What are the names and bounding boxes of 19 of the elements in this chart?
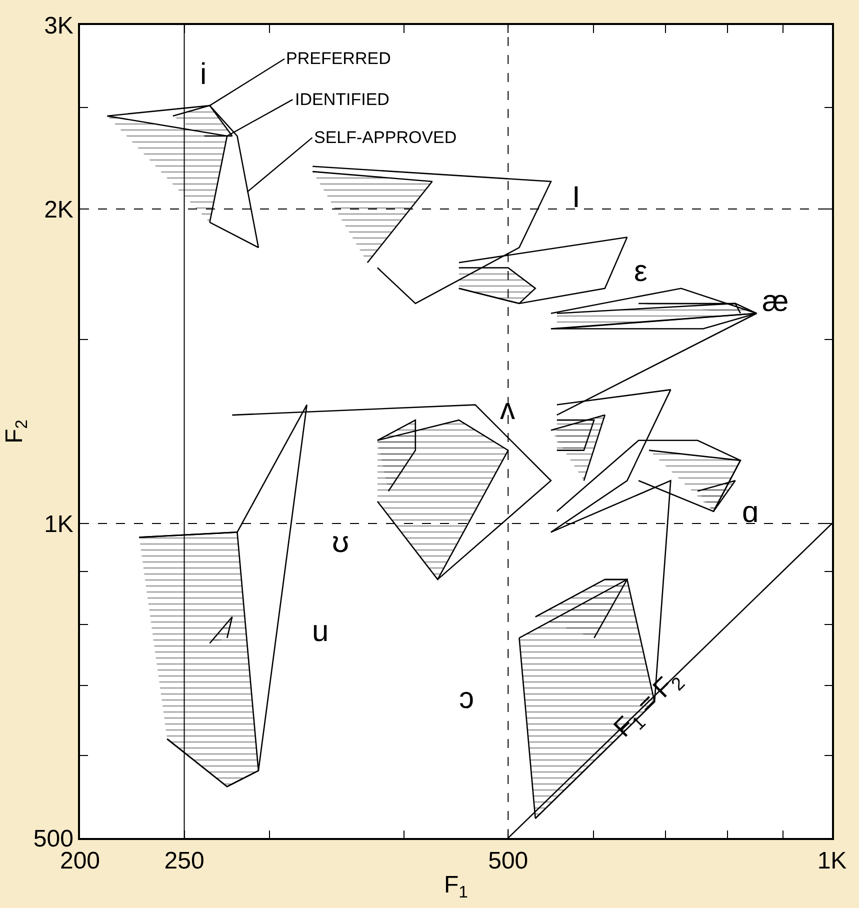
annotation: ɑ — [742, 496, 759, 529]
annotation: SELF-APPROVED — [314, 128, 457, 147]
y-tick-label: 3K — [44, 12, 74, 40]
annotation: u — [312, 615, 329, 648]
y-tick-label: 1K — [44, 510, 74, 538]
annotation: i — [200, 58, 207, 91]
annotation: IDENTIFIED — [295, 90, 390, 109]
x-tick-label: 1K — [817, 848, 847, 875]
x-tick-label: 250 — [164, 848, 204, 875]
annotation: ɔ — [459, 682, 474, 715]
x-tick-label: 500 — [488, 848, 528, 875]
y-tick-label: 2K — [44, 196, 74, 224]
annotation: PREFERRED — [286, 49, 391, 68]
annotation: æ — [762, 285, 789, 318]
annotation: ʌ — [500, 393, 515, 426]
annotation: I — [572, 181, 580, 214]
text: F$_{1}$ — [444, 871, 468, 902]
annotation: ʊ — [332, 526, 350, 559]
annotation: ε — [634, 255, 648, 288]
